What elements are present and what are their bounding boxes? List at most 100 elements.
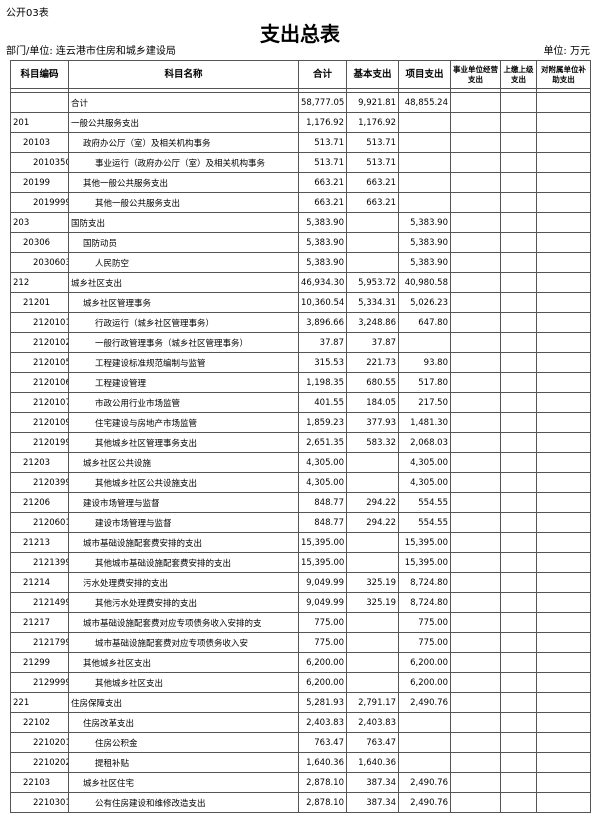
empty-cell: [500, 552, 537, 573]
name: 城乡社区公共设施: [68, 452, 299, 473]
empty-cell: [500, 232, 537, 253]
table-row: 2120105 工程建设标准规范编制与监管 315.53 221.73 93.80: [10, 352, 591, 373]
table-row: 2010350 事业运行（政府办公厅（室）及相关机构事务 513.71 513.71: [10, 152, 591, 173]
empty-cell: [500, 492, 537, 513]
amount: 517.80: [398, 372, 451, 393]
code: 20199: [10, 172, 69, 193]
code: 22103: [10, 772, 69, 793]
table-row: 20306 国防动员 5,383.90 5,383.90: [10, 232, 591, 253]
name: 城市基础设施配套费对应专项债务收入安: [68, 632, 299, 653]
empty-cell: [500, 432, 537, 453]
column-header: 基本支出: [346, 60, 399, 89]
name: 其他城市基础设施配套费安排的支出: [68, 552, 299, 573]
empty-cell: [450, 712, 501, 733]
empty-cell: [536, 632, 591, 653]
amount: 775.00: [298, 612, 347, 633]
empty-cell: [450, 292, 501, 313]
amount: 1,640.36: [346, 752, 399, 773]
empty-cell: [450, 352, 501, 373]
code: 2120109: [10, 412, 69, 433]
empty-cell: [536, 352, 591, 373]
amount: 1,176.92: [346, 112, 399, 133]
table-row: 2019999 其他一般公共服务支出 663.21 663.21: [10, 192, 591, 213]
empty-cell: [536, 532, 591, 553]
empty-cell: [536, 732, 591, 753]
table-row: 21299 其他城乡社区支出 6,200.00 6,200.00: [10, 652, 591, 673]
empty-cell: [450, 412, 501, 433]
table-row: 2120101 行政运行（城乡社区管理事务） 3,896.66 3,248.86 647…: [10, 312, 591, 333]
empty-cell: [500, 332, 537, 353]
name: 其他城乡社区管理事务支出: [68, 432, 299, 453]
amount: [346, 532, 399, 553]
empty-cell: [536, 92, 591, 113]
empty-cell: [536, 452, 591, 473]
name: 住房公积金: [68, 732, 299, 753]
amount: [346, 632, 399, 653]
table-row: 合计 58,777.05 9,921.81 48,855.24: [10, 92, 591, 113]
name: 市政公用行业市场监管: [68, 392, 299, 413]
table-row: 201 一般公共服务支出 1,176.92 1,176.92: [10, 112, 591, 133]
code: 21299: [10, 652, 69, 673]
empty-cell: [500, 292, 537, 313]
amount: 48,855.24: [398, 92, 451, 113]
amount: 763.47: [298, 732, 347, 753]
amount: 315.53: [298, 352, 347, 373]
amount: 663.21: [298, 192, 347, 213]
name: 公有住房建设和维修改造支出: [68, 792, 299, 813]
empty-cell: [500, 572, 537, 593]
amount: 513.71: [346, 152, 399, 173]
empty-cell: [500, 472, 537, 493]
amount: 2,878.10: [298, 792, 347, 813]
empty-cell: [536, 112, 591, 133]
empty-cell: [450, 572, 501, 593]
amount: 377.93: [346, 412, 399, 433]
amount: 647.80: [398, 312, 451, 333]
empty-cell: [450, 752, 501, 773]
amount: 2,791.17: [346, 692, 399, 713]
empty-cell: [500, 412, 537, 433]
amount: 9,049.99: [298, 572, 347, 593]
empty-cell: [450, 112, 501, 133]
empty-cell: [500, 532, 537, 553]
empty-cell: [500, 792, 537, 813]
name: 其他城乡社区支出: [68, 672, 299, 693]
empty-cell: [500, 732, 537, 753]
amount: 848.77: [298, 512, 347, 533]
amount: 15,395.00: [298, 532, 347, 553]
empty-cell: [536, 772, 591, 793]
amount: [398, 132, 451, 153]
empty-cell: [536, 472, 591, 493]
empty-cell: [450, 132, 501, 153]
table-row: 212 城乡社区支出 46,934.30 5,953.72 40,980.58: [10, 272, 591, 293]
empty-cell: [450, 452, 501, 473]
empty-cell: [536, 572, 591, 593]
empty-cell: [536, 272, 591, 293]
amount: 1,640.36: [298, 752, 347, 773]
empty-cell: [450, 692, 501, 713]
code: 2019999: [10, 192, 69, 213]
empty-cell: [450, 532, 501, 553]
amount: [346, 452, 399, 473]
amount: [346, 232, 399, 253]
amount: 775.00: [398, 612, 451, 633]
expense-table: 科目编码 科目名称 合计 基本支出 项目支出 事业单位经营支出 上缴上级支出 对附属单位补助支…: [10, 60, 591, 813]
empty-cell: [536, 432, 591, 453]
code: 2121799: [10, 632, 69, 653]
column-header: 事业单位经营支出: [450, 60, 501, 89]
empty-cell: [500, 312, 537, 333]
empty-cell: [450, 552, 501, 573]
code: 21206: [10, 492, 69, 513]
empty-cell: [500, 192, 537, 213]
empty-cell: [500, 512, 537, 533]
code: 2120106: [10, 372, 69, 393]
amount: [346, 652, 399, 673]
name: 其他污水处理费安排的支出: [68, 592, 299, 613]
amount: 93.80: [398, 352, 451, 373]
amount: 513.71: [346, 132, 399, 153]
empty-cell: [450, 392, 501, 413]
amount: 775.00: [398, 632, 451, 653]
code: 2129999: [10, 672, 69, 693]
empty-cell: [536, 132, 591, 153]
amount: 2,490.76: [398, 772, 451, 793]
amount: [346, 672, 399, 693]
